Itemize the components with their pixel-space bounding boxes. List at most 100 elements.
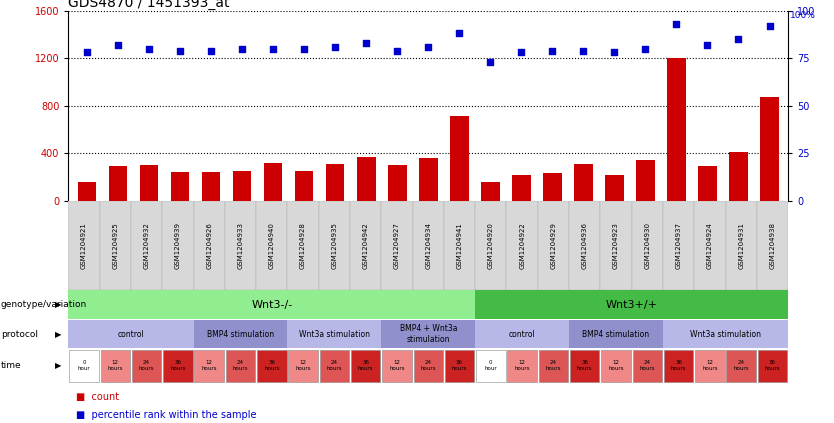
Point	[484, 58, 497, 65]
Bar	[68, 320, 193, 349]
Bar	[758, 350, 787, 382]
Text: 0
hour: 0 hour	[485, 360, 497, 371]
Point	[763, 22, 776, 29]
Bar	[288, 201, 319, 290]
Text: 36
hours: 36 hours	[671, 360, 686, 371]
Text: GSM1204942: GSM1204942	[363, 222, 369, 269]
Bar	[193, 320, 288, 349]
Bar	[68, 290, 475, 319]
Bar	[475, 201, 506, 290]
Text: GSM1204922: GSM1204922	[519, 222, 525, 269]
Text: 12
hours: 12 hours	[515, 360, 530, 371]
Point	[359, 40, 373, 47]
Text: GSM1204938: GSM1204938	[770, 222, 776, 269]
Bar	[664, 350, 693, 382]
Text: GSM1204935: GSM1204935	[331, 222, 338, 269]
Bar	[445, 350, 475, 382]
Bar	[481, 182, 500, 201]
Bar	[667, 58, 686, 201]
Bar	[326, 164, 344, 201]
Bar	[444, 201, 475, 290]
Bar	[140, 165, 158, 201]
Text: GSM1204924: GSM1204924	[707, 222, 713, 269]
Point	[576, 47, 590, 54]
Point	[267, 45, 280, 52]
Text: BMP4 stimulation: BMP4 stimulation	[207, 330, 274, 339]
Text: Wnt3a stimulation: Wnt3a stimulation	[690, 330, 761, 339]
Bar	[226, 350, 255, 382]
Text: Wnt3+/+: Wnt3+/+	[605, 299, 658, 310]
Text: ▶: ▶	[55, 300, 62, 309]
Text: ■  count: ■ count	[76, 392, 118, 402]
Point	[608, 49, 621, 56]
Text: GSM1204929: GSM1204929	[550, 222, 556, 269]
Bar	[512, 176, 530, 201]
Bar	[256, 201, 288, 290]
Bar	[350, 201, 381, 290]
Text: 24
hours: 24 hours	[545, 360, 561, 371]
Point	[112, 41, 125, 48]
Bar	[225, 201, 256, 290]
Text: GSM1204931: GSM1204931	[738, 222, 744, 269]
Text: GSM1204939: GSM1204939	[175, 222, 181, 269]
Bar	[601, 350, 631, 382]
Point	[670, 20, 683, 27]
Text: GSM1204937: GSM1204937	[676, 222, 681, 269]
Bar	[761, 97, 779, 201]
Point	[545, 47, 559, 54]
Point	[515, 49, 528, 56]
Bar	[100, 201, 131, 290]
Bar	[570, 350, 600, 382]
Bar	[351, 350, 380, 382]
Bar	[698, 166, 716, 201]
Bar	[600, 201, 631, 290]
Text: 24
hours: 24 hours	[640, 360, 655, 371]
Point	[731, 36, 745, 43]
Point	[143, 45, 156, 52]
Text: GSM1204921: GSM1204921	[81, 222, 87, 269]
Text: 36
hours: 36 hours	[264, 360, 279, 371]
Text: GDS4870 / 1451393_at: GDS4870 / 1451393_at	[68, 0, 230, 10]
Text: protocol: protocol	[1, 330, 38, 339]
Bar	[694, 201, 726, 290]
Bar	[476, 350, 505, 382]
Bar	[68, 201, 100, 290]
Bar	[357, 157, 375, 201]
Text: 0
hour: 0 hour	[78, 360, 90, 371]
Point	[453, 30, 466, 37]
Text: GSM1204934: GSM1204934	[425, 222, 431, 269]
Text: 24
hours: 24 hours	[420, 360, 436, 371]
Text: GSM1204920: GSM1204920	[488, 222, 494, 269]
Bar	[633, 350, 662, 382]
Bar	[419, 157, 438, 201]
Text: GSM1204941: GSM1204941	[456, 222, 463, 269]
Text: Wnt3a stimulation: Wnt3a stimulation	[299, 330, 370, 339]
Text: control: control	[509, 330, 535, 339]
Point	[701, 41, 714, 48]
Text: time: time	[1, 361, 22, 371]
Text: 36
hours: 36 hours	[765, 360, 781, 371]
Text: 12
hours: 12 hours	[389, 360, 404, 371]
Bar	[319, 350, 349, 382]
Point	[204, 47, 218, 54]
Bar	[193, 201, 225, 290]
Bar	[631, 201, 663, 290]
Text: 12
hours: 12 hours	[608, 360, 624, 371]
Bar	[78, 182, 96, 201]
Text: GSM1204940: GSM1204940	[269, 222, 274, 269]
Text: 36
hours: 36 hours	[577, 360, 592, 371]
Point	[235, 45, 249, 52]
Text: ■  percentile rank within the sample: ■ percentile rank within the sample	[76, 410, 256, 420]
Bar	[381, 320, 475, 349]
Bar	[171, 173, 189, 201]
Bar	[382, 350, 412, 382]
Text: 12
hours: 12 hours	[202, 360, 217, 371]
Bar	[663, 201, 694, 290]
Bar	[538, 201, 569, 290]
Bar	[413, 201, 444, 290]
Bar	[163, 350, 193, 382]
Bar	[257, 350, 287, 382]
Bar	[131, 201, 163, 290]
Point	[329, 44, 342, 50]
Bar	[132, 350, 161, 382]
